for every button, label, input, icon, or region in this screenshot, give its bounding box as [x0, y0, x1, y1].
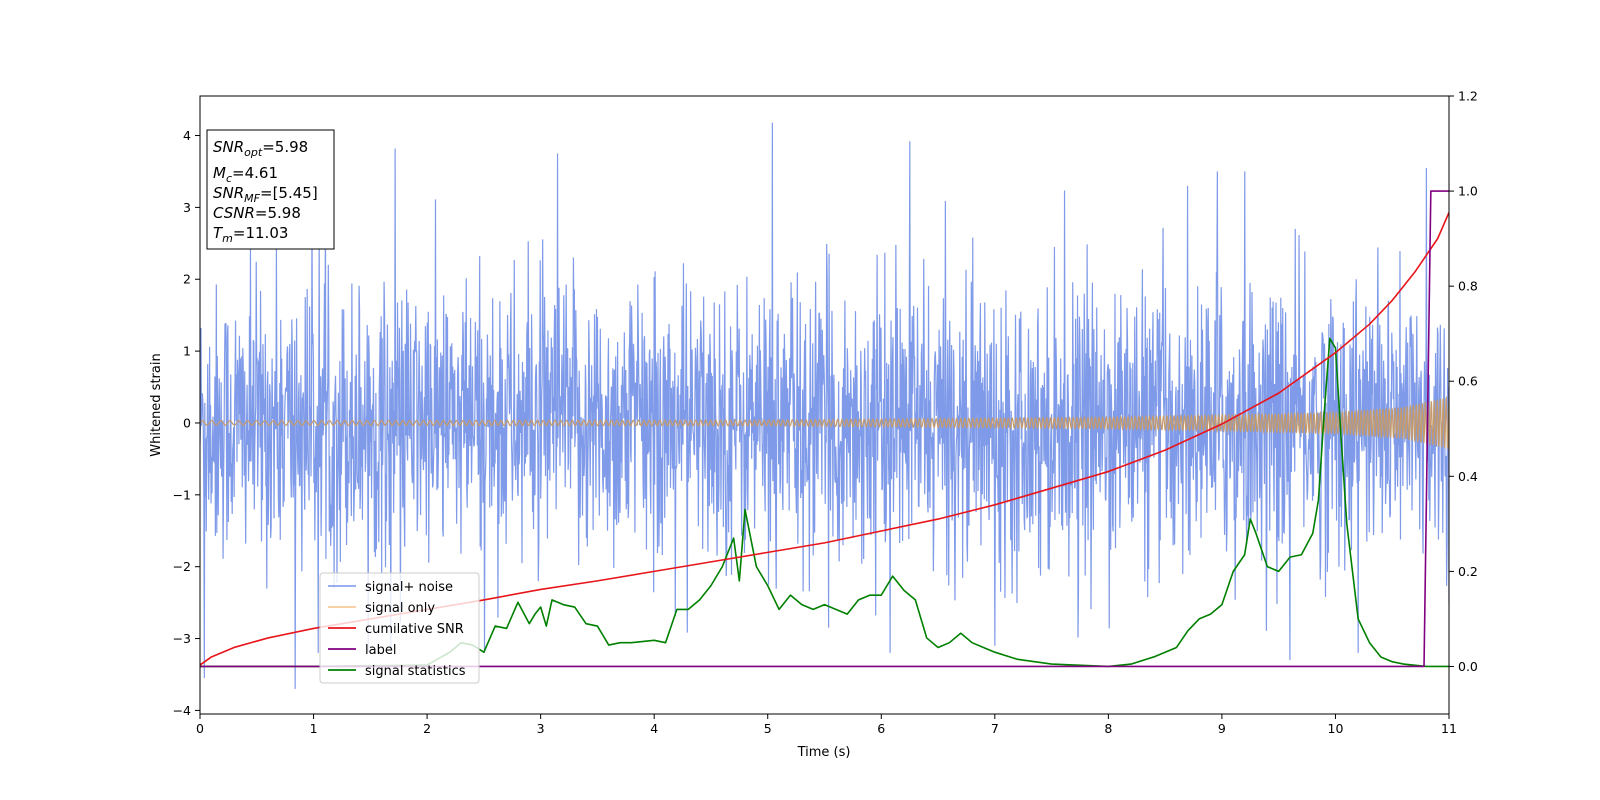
y-tick-label: 0 [183, 415, 191, 430]
y-tick-label: −4 [173, 703, 191, 718]
y2-tick-label: 0.4 [1458, 469, 1478, 484]
y2-tick-label: 0.6 [1458, 374, 1478, 389]
signal-only-series [200, 395, 1449, 450]
y-tick-label: −2 [173, 559, 191, 574]
x-tick-label: 1 [310, 721, 318, 736]
legend-frame [319, 572, 480, 684]
x-tick-label: 9 [1218, 721, 1226, 736]
signal-noise-line [200, 122, 1449, 689]
x-tick-label: 6 [877, 721, 885, 736]
y-tick-label: 3 [183, 200, 191, 215]
signal-statistics-line [200, 337, 1449, 668]
legend-label-label: label [365, 643, 396, 658]
y2-tick-label: 1.0 [1458, 184, 1478, 199]
x-tick-label: 4 [650, 721, 658, 736]
x-axis-label: Time (s) [797, 745, 851, 760]
y-tick-label: 1 [183, 344, 191, 359]
legend-label-signal-only: signal only [365, 601, 435, 616]
x-tick-label: 8 [1104, 721, 1112, 736]
y-tick-label: −1 [173, 487, 191, 502]
y-axis-left: −4 −3 −2 −1 0 1 2 3 4 [173, 128, 200, 718]
legend-label-cumulative-snr: cumilative SNR [365, 622, 464, 637]
x-tick-label: 11 [1441, 721, 1457, 736]
y-axis-label: Whitened strain [149, 353, 164, 456]
y2-tick-label: 0.8 [1458, 279, 1478, 294]
y-tick-label: 2 [183, 272, 191, 287]
stats-tm: Tm=11.03 [213, 224, 288, 245]
y2-tick-label: 1.2 [1458, 89, 1478, 104]
stats-box-frame [206, 129, 335, 250]
y-tick-label: 4 [183, 128, 191, 143]
stats-csnr: CSNR=5.98 [213, 204, 301, 222]
stats-snr-opt: SNRopt=5.98 [213, 138, 308, 159]
x-tick-label: 3 [537, 721, 545, 736]
y2-tick-label: 0.0 [1458, 659, 1478, 674]
y2-tick-label: 0.2 [1458, 564, 1478, 579]
plot-frame [199, 95, 1450, 715]
x-tick-label: 10 [1328, 721, 1344, 736]
stats-box: SNRopt=5.98 Mc=4.61 SNRMF=[5.45] CSNR=5.… [206, 129, 335, 250]
legend-label-signal-noise: signal+ noise [365, 580, 453, 595]
noise-series [200, 122, 1449, 689]
y-axis-right: 0.0 0.2 0.4 0.6 0.8 1.0 1.2 [1449, 89, 1478, 674]
y-tick-label: −3 [173, 631, 191, 646]
label-line [200, 190, 1449, 668]
x-axis: 0 1 2 3 4 5 6 7 8 9 10 11 [196, 714, 1457, 736]
signal-only-line [200, 395, 1449, 450]
stats-snr-mf: SNRMF=[5.45] [213, 184, 318, 205]
x-tick-label: 5 [764, 721, 772, 736]
legend-label-signal-statistics: signal statistics [365, 664, 466, 679]
x-tick-label: 2 [423, 721, 431, 736]
stats-mc: Mc=4.61 [213, 164, 278, 185]
legend: signal+ noise signal only cumilative SNR… [319, 572, 480, 684]
x-tick-label: 0 [196, 721, 204, 736]
x-tick-label: 7 [991, 721, 999, 736]
